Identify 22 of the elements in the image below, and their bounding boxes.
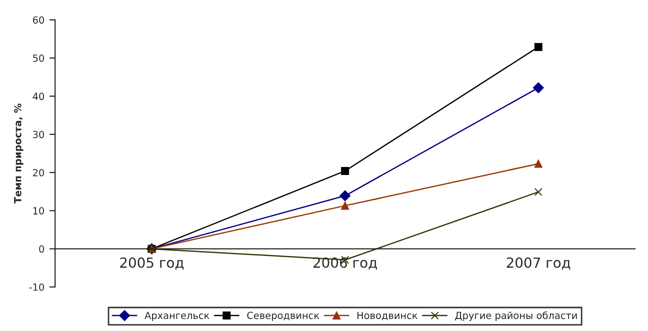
point	[341, 166, 350, 175]
y-tick-label: 50	[33, 54, 44, 62]
y-tick-label: 30	[33, 130, 44, 138]
point	[534, 42, 542, 51]
point	[341, 202, 350, 210]
y-axis-title: Темп прироста, %	[14, 104, 24, 204]
x-tick-label: 2005 год	[120, 257, 184, 270]
point	[534, 188, 542, 196]
y-tick-label: 10	[33, 207, 44, 214]
legend-label: Архангельск	[144, 312, 210, 321]
y-tick-label: 20	[33, 168, 44, 176]
point	[340, 190, 350, 202]
legend-label: Другие районы области	[455, 311, 577, 321]
y-tick-label: 0	[39, 245, 44, 253]
legend-label: Северодвинск	[247, 312, 320, 321]
x-tick-label: 2007 год	[506, 257, 570, 270]
point	[532, 82, 544, 94]
y-tick-label: -10	[29, 283, 44, 291]
legend-label: Новодвинск	[357, 312, 418, 320]
y-tick-label: 60	[32, 16, 44, 24]
y-tick-label: 40	[32, 92, 44, 100]
point	[534, 160, 542, 168]
